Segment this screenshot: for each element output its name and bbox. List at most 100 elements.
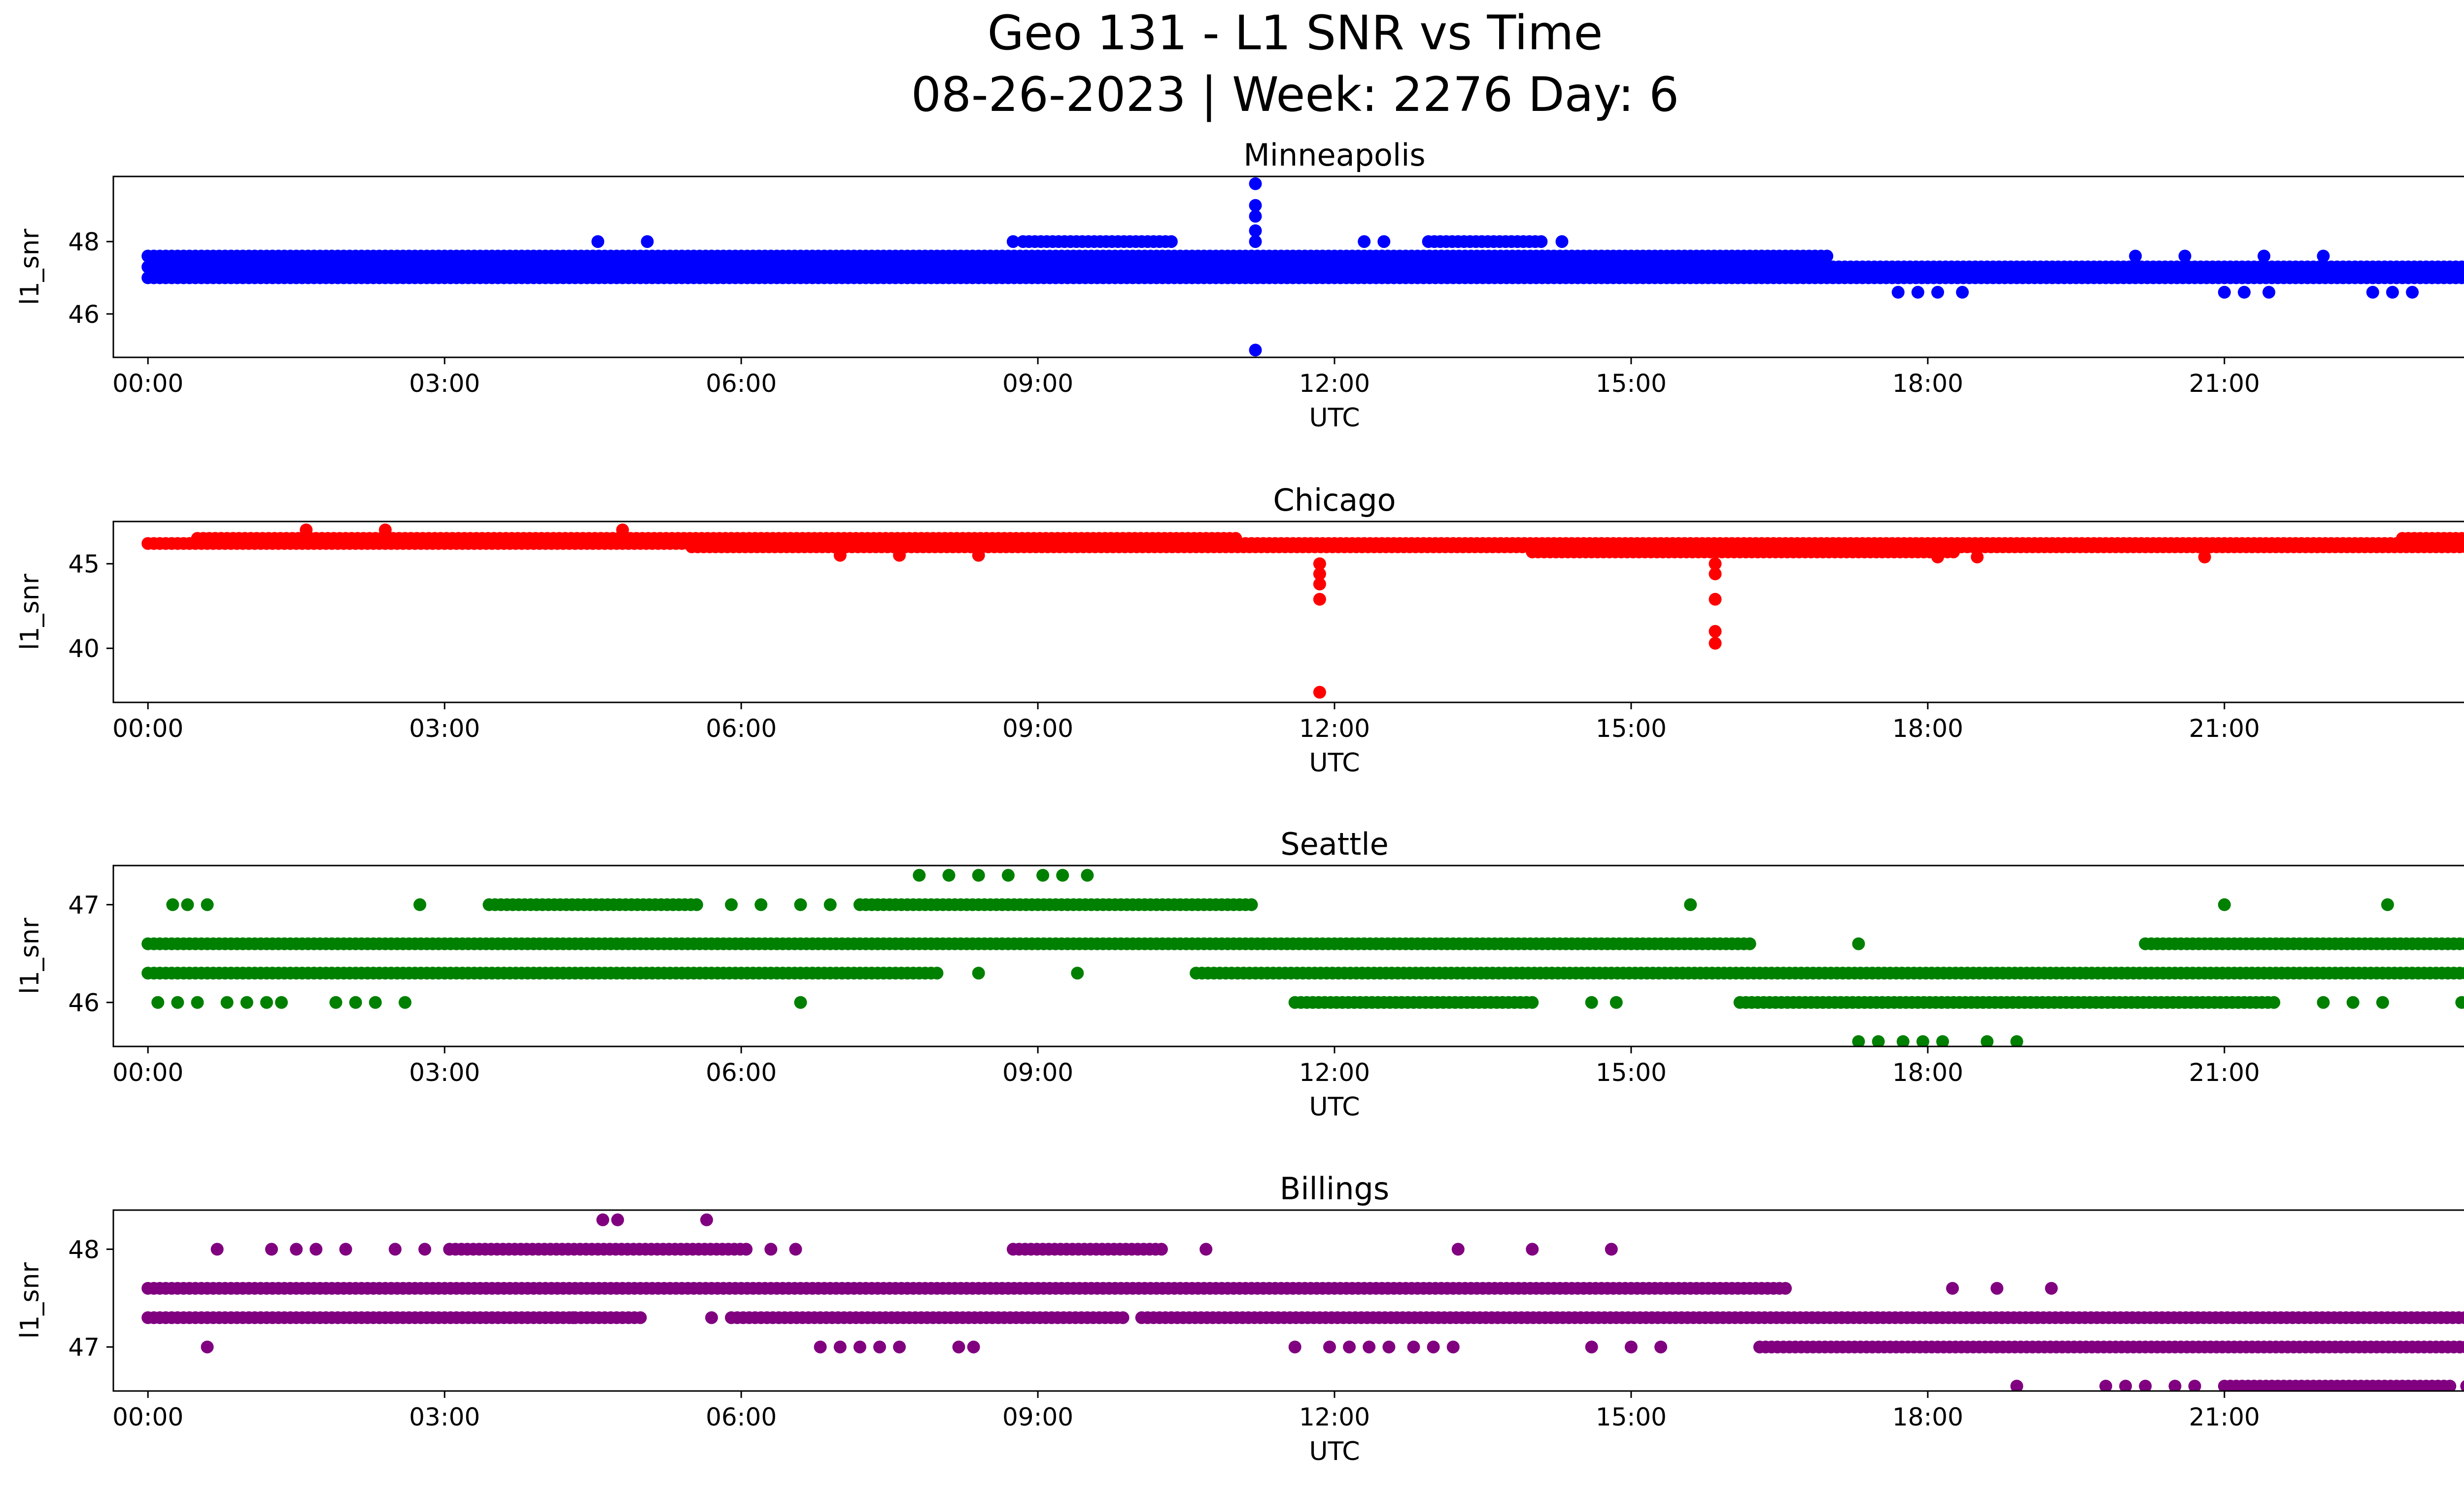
data-point (1605, 1243, 1618, 1256)
data-point (151, 996, 165, 1009)
x-tick-label: 15:00 (1596, 714, 1667, 743)
y-axis-label: l1_snr (15, 573, 45, 650)
data-point (220, 996, 234, 1009)
data-point (1313, 592, 1326, 606)
data-point (413, 898, 426, 911)
data-point (1709, 567, 1722, 581)
y-tick-label: 46 (68, 300, 100, 329)
data-point (2317, 996, 2330, 1009)
data-point (705, 1311, 718, 1324)
data-point (201, 1340, 214, 1354)
x-tick-label: 06:00 (706, 714, 777, 743)
x-tick-label: 03:00 (409, 369, 480, 398)
data-point (329, 996, 342, 1009)
x-tick-label: 18:00 (1892, 369, 1963, 398)
data-point (191, 996, 204, 1009)
data-point (942, 869, 956, 882)
data-point (972, 869, 985, 882)
data-point (1684, 898, 1697, 911)
data-point (616, 523, 629, 537)
data-point (1313, 557, 1326, 570)
chart-panel-seattle: Seattle 00:00 03:00 06:00 09:00 12:00 15:00 18:… (15, 826, 2464, 1122)
data-point (1526, 1243, 1539, 1256)
data-point (290, 1243, 303, 1256)
data-point (1056, 869, 1069, 882)
data-point (369, 996, 382, 1009)
data-point (1891, 285, 1905, 299)
data-point (972, 967, 985, 980)
data-point (641, 235, 654, 248)
data-point (1971, 551, 1984, 563)
data-point (166, 898, 179, 911)
data-point (309, 1243, 323, 1256)
data-point (2455, 996, 2464, 1009)
data-point (1382, 1340, 1396, 1354)
data-point (171, 996, 184, 1009)
data-point (893, 549, 906, 562)
figure-title-line1: Geo 131 - L1 SNR vs Time (988, 5, 1603, 61)
x-tick-label: 18:00 (1892, 714, 1963, 743)
x-tick-label: 18:00 (1892, 1058, 1963, 1087)
data-point (1081, 869, 1094, 882)
data-point (754, 898, 768, 911)
y-tick-label: 48 (68, 228, 100, 256)
x-axis-label: UTC (1309, 1092, 1360, 1122)
data-point (1981, 1035, 1994, 1046)
data-point (740, 1243, 753, 1256)
x-tick-label: 03:00 (409, 1058, 480, 1087)
data-point (1249, 235, 1262, 248)
data-point (2376, 996, 2389, 1009)
data-point (1852, 1035, 1865, 1046)
data-point (2459, 1341, 2464, 1354)
data-point (823, 898, 837, 911)
data-point (1956, 285, 1969, 299)
scatter-series (141, 869, 2464, 1046)
y-axis-label: l1_snr (15, 917, 45, 994)
data-point (1006, 235, 1020, 248)
data-point (2168, 1380, 2182, 1391)
y-tick-label: 40 (68, 634, 100, 663)
data-point (398, 996, 411, 1009)
data-point (1377, 235, 1391, 248)
data-point (2198, 551, 2211, 563)
scatter-series (141, 523, 2464, 699)
data-point (794, 898, 807, 911)
data-point (265, 1243, 278, 1256)
figure-title-line2: 08-26-2023 | Week: 2276 Day: 6 (911, 67, 1679, 123)
data-point (378, 523, 392, 537)
data-point (2381, 898, 2394, 911)
data-point (1155, 1243, 1168, 1256)
data-point (1709, 637, 1722, 650)
data-point (2459, 938, 2464, 950)
data-point (1249, 224, 1262, 238)
data-point (2139, 1380, 2152, 1391)
data-point (1323, 1340, 1336, 1354)
x-tick-label: 09:00 (1002, 369, 1073, 398)
x-tick-label: 00:00 (112, 1403, 183, 1431)
data-point (2461, 533, 2464, 544)
data-point (2188, 1380, 2201, 1391)
x-tick-label: 06:00 (706, 1058, 777, 1087)
data-point (1946, 1282, 1959, 1295)
data-point (1911, 285, 1924, 299)
data-point (700, 1213, 713, 1226)
data-point (1654, 1340, 1668, 1354)
x-tick-label: 15:00 (1596, 1058, 1667, 1087)
data-point (1931, 285, 1944, 299)
data-point (1872, 1035, 1885, 1046)
data-point (2262, 285, 2276, 299)
data-point (2045, 1282, 2058, 1295)
data-point (1709, 625, 1722, 638)
data-point (1990, 1282, 2004, 1295)
data-point (1343, 1340, 1356, 1354)
data-point (1249, 199, 1262, 212)
data-point (2455, 532, 2464, 545)
x-tick-label: 21:00 (2189, 369, 2260, 398)
data-point (764, 1243, 778, 1256)
chart-panels: Minneapolis 00:00 03:00 06:00 09:00 12:00 15:0… (15, 137, 2464, 1466)
x-tick-label: 15:00 (1596, 369, 1667, 398)
data-point (181, 898, 194, 911)
y-axis-label: l1_snr (15, 228, 45, 305)
x-tick-label: 21:00 (2189, 714, 2260, 743)
data-point (930, 967, 944, 980)
